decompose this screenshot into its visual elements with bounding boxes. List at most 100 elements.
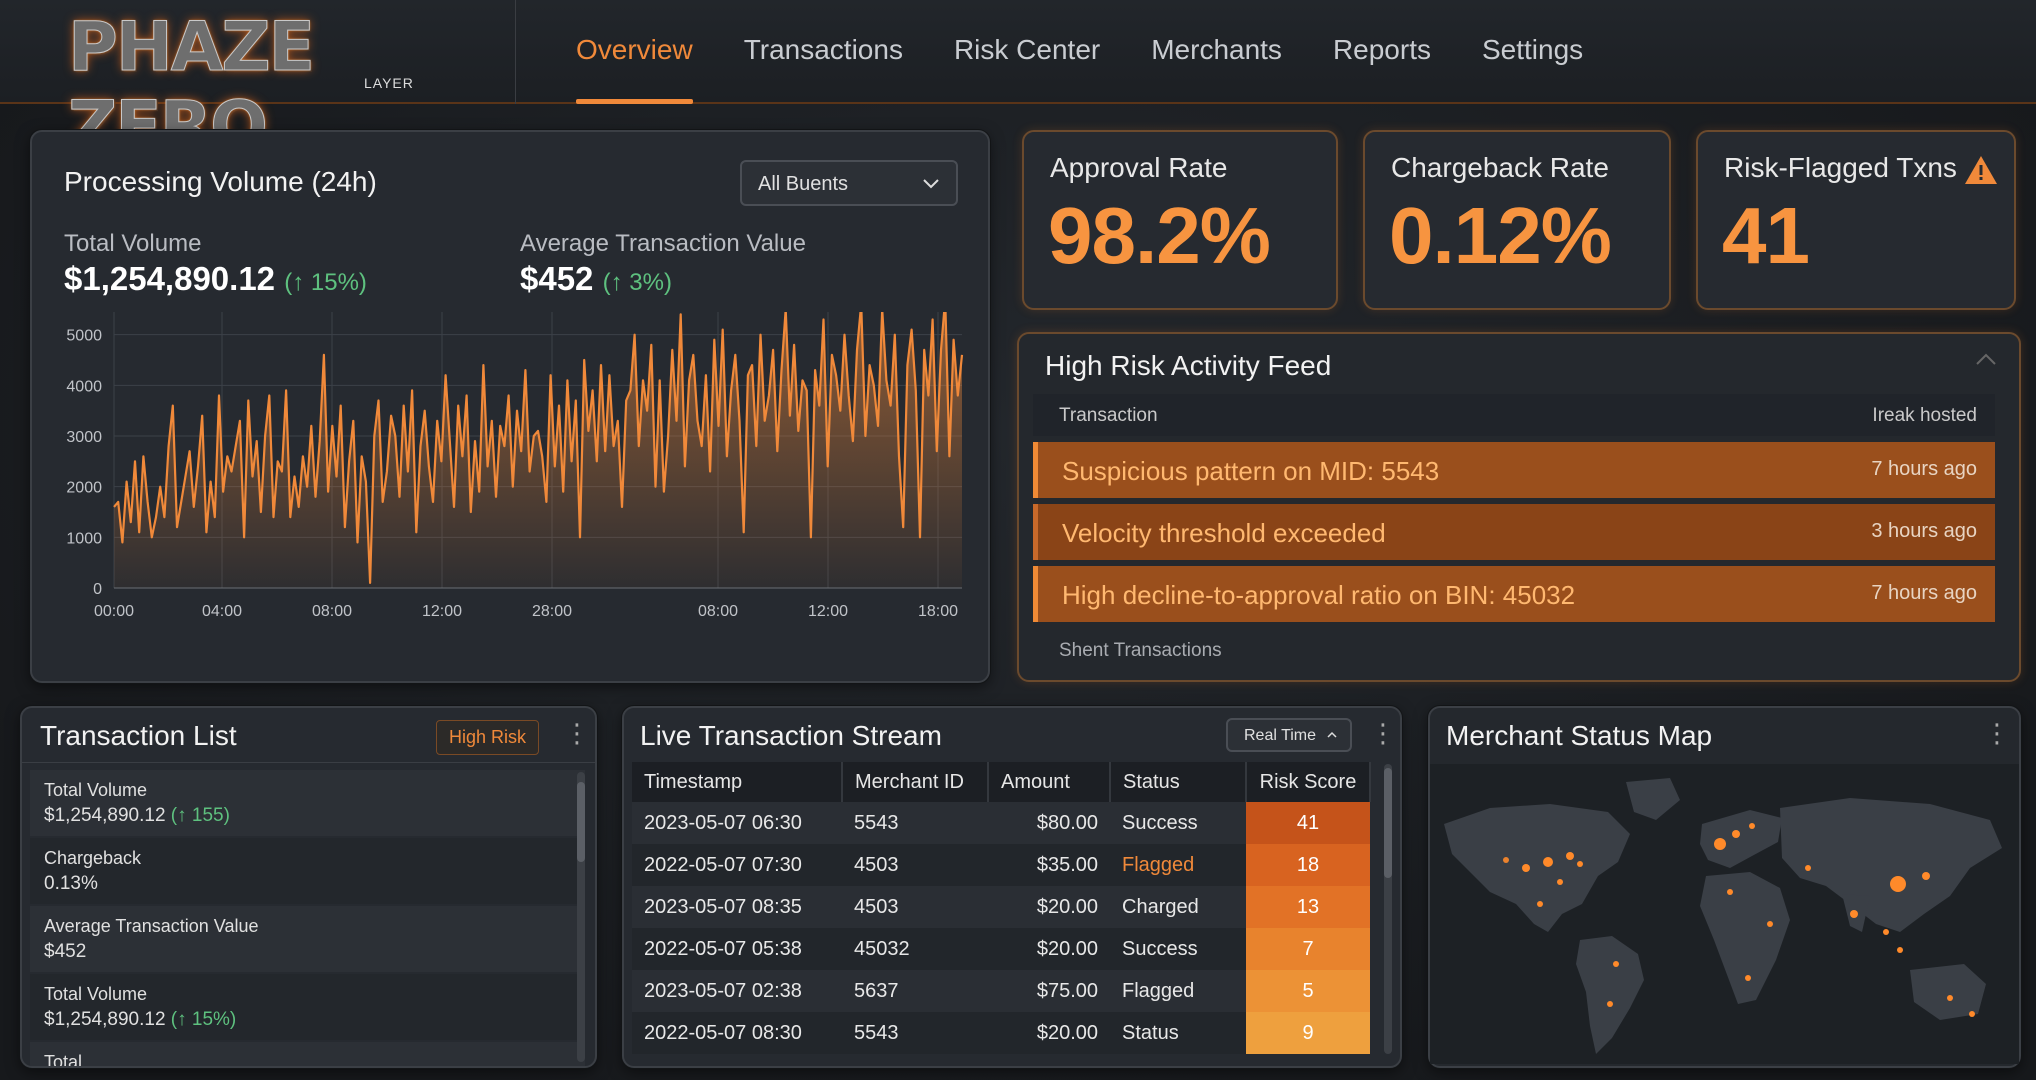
logo[interactable]: PHAZE ZERO — [68, 8, 316, 167]
col-status[interactable]: Status — [1110, 762, 1247, 802]
list-scrollbar-thumb[interactable] — [577, 782, 585, 862]
more-options-icon[interactable]: ⋮ — [564, 718, 590, 748]
stream-scrollbar[interactable] — [1384, 764, 1392, 1054]
more-options-icon[interactable]: ⋮ — [1370, 718, 1396, 748]
avg-transaction-value: $452 (↑ 3%) — [520, 260, 672, 298]
realtime-dropdown[interactable]: Real Time — [1226, 718, 1352, 752]
world-map[interactable] — [1430, 764, 2019, 1064]
table-row[interactable]: 2023-05-07 08:35 4503 $20.00 Charged 13 — [632, 886, 1370, 928]
total-volume-label: Total Volume — [64, 230, 202, 257]
processing-volume-chart: 010002000300040005000600000:0004:0008:00… — [66, 312, 964, 620]
map-hotspot[interactable] — [1613, 961, 1619, 967]
cell-risk-score: 13 — [1246, 886, 1370, 928]
chevron-up-icon — [1326, 725, 1338, 750]
list-item[interactable]: Total Volume $1,254,890.12 (↑ 155) — [30, 770, 585, 836]
nav-reports[interactable]: Reports — [1332, 34, 1431, 65]
x-tick-label: 12:00 — [808, 603, 848, 620]
list-item-label: Total Volume — [44, 984, 148, 1004]
table-row[interactable]: 2022-05-07 05:38 45032 $20.00 Success 7 — [632, 928, 1370, 970]
map-hotspot[interactable] — [1577, 861, 1583, 867]
filter-dropdown[interactable]: All Buents — [740, 160, 958, 206]
chargeback-rate-card: Chargeback Rate 0.12% — [1363, 130, 1671, 310]
south-america-landmass — [1576, 936, 1644, 1054]
map-hotspot[interactable] — [1732, 830, 1740, 838]
expand-icon[interactable] — [1975, 352, 1997, 371]
risk-flagged-card: Risk-Flagged Txns 41 — [1696, 130, 2016, 310]
map-hotspot[interactable] — [1805, 865, 1811, 871]
feed-item[interactable]: Suspicious pattern on MID: 5543 7 hours … — [1033, 442, 1995, 498]
map-hotspot[interactable] — [1714, 838, 1726, 850]
avg-transaction-amount: $452 — [520, 260, 594, 297]
map-hotspot[interactable] — [1543, 857, 1553, 867]
nav-settings[interactable]: Settings — [1481, 34, 1584, 65]
map-hotspot[interactable] — [1522, 864, 1530, 872]
merchant-hotspots — [1503, 823, 1975, 1017]
map-hotspot[interactable] — [1503, 857, 1509, 863]
total-volume-amount: $1,254,890.12 — [64, 260, 276, 297]
col-merchant-id[interactable]: Merchant ID — [842, 762, 989, 802]
high-risk-feed-panel: High Risk Activity Feed Transaction Irea… — [1017, 332, 2021, 682]
cell-risk-score: 18 — [1246, 844, 1370, 886]
list-item-amount: $1,254,890.12 — [44, 1009, 166, 1030]
col-timestamp[interactable]: Timestamp — [632, 762, 843, 802]
nav-risk-center[interactable]: Risk Center — [953, 34, 1101, 65]
feed-item-time: 7 hours ago — [1871, 458, 1977, 480]
nav-merchants[interactable]: Merchants — [1151, 34, 1282, 65]
volume-line[interactable] — [113, 312, 964, 584]
map-hotspot[interactable] — [1850, 910, 1858, 918]
stream-title: Live Transaction Stream — [640, 720, 942, 751]
col-amount[interactable]: Amount — [988, 762, 1111, 802]
map-hotspot[interactable] — [1607, 1001, 1613, 1007]
table-row[interactable]: 2023-05-07 06:30 5543 $80.00 Success 41 — [632, 802, 1370, 844]
list-item[interactable]: Chargeback 0.13% — [30, 838, 585, 904]
table-row[interactable]: 2022-05-07 07:30 4503 $35.00 Flagged 18 — [632, 844, 1370, 886]
cell-timestamp: 2023-05-07 08:35 — [632, 886, 842, 928]
map-hotspot[interactable] — [1727, 889, 1733, 895]
map-hotspot[interactable] — [1890, 876, 1906, 892]
table-row[interactable]: 2022-05-07 08:30 5543 $20.00 Status 9 — [632, 1012, 1370, 1054]
more-options-icon[interactable]: ⋮ — [1984, 718, 2010, 748]
list-item[interactable]: Total — [30, 1042, 585, 1066]
x-tick-label: 18:00 — [918, 603, 958, 620]
map-hotspot[interactable] — [1566, 852, 1574, 860]
list-item[interactable]: Total Volume $1,254,890.12 (↑ 15%) — [30, 974, 585, 1040]
cell-amount: $80.00 — [988, 802, 1110, 844]
map-hotspot[interactable] — [1969, 1011, 1975, 1017]
map-hotspot[interactable] — [1947, 995, 1953, 1001]
feed-item-time: 7 hours ago — [1871, 582, 1977, 604]
list-item[interactable]: Average Transaction Value $452 — [30, 906, 585, 972]
cell-amount: $35.00 — [988, 844, 1110, 886]
approval-rate-value: 98.2% — [1048, 191, 1271, 280]
y-tick-label: 0 — [93, 581, 102, 598]
cell-amount: $20.00 — [988, 1012, 1110, 1054]
feed-footer[interactable]: Shent Transactions — [1059, 640, 1222, 661]
nav-transactions[interactable]: Transactions — [743, 34, 903, 65]
realtime-dropdown-value: Real Time — [1244, 727, 1317, 744]
high-risk-badge[interactable]: High Risk — [436, 720, 540, 755]
map-hotspot[interactable] — [1922, 872, 1930, 880]
list-scrollbar[interactable] — [577, 772, 585, 1062]
cell-amount: $75.00 — [988, 970, 1110, 1012]
map-hotspot[interactable] — [1883, 929, 1889, 935]
map-hotspot[interactable] — [1537, 901, 1543, 907]
stream-table: Timestamp Merchant ID Amount Status Risk… — [632, 762, 1371, 1054]
cell-risk-score: 7 — [1246, 928, 1370, 970]
main-nav: Overview Transactions Risk Center Mercha… — [576, 0, 1634, 104]
feed-item[interactable]: Velocity threshold exceeded 3 hours ago — [1033, 504, 1995, 560]
list-item-change: (↑ 155) — [170, 805, 230, 826]
col-risk-score[interactable]: Risk Score — [1246, 762, 1371, 802]
volume-area — [114, 312, 962, 588]
map-hotspot[interactable] — [1767, 921, 1773, 927]
map-hotspot[interactable] — [1897, 947, 1903, 953]
list-item-label: Total Volume — [44, 780, 148, 800]
cell-merchant-id: 5543 — [842, 802, 988, 844]
map-hotspot[interactable] — [1749, 823, 1755, 829]
map-hotspot[interactable] — [1557, 879, 1563, 885]
asia-landmass — [1780, 798, 2002, 932]
feed-item[interactable]: High decline-to-approval ratio on BIN: 4… — [1033, 566, 1995, 622]
map-hotspot[interactable] — [1745, 975, 1751, 981]
feed-item-text: High decline-to-approval ratio on BIN: 4… — [1062, 580, 1576, 610]
nav-overview[interactable]: Overview — [576, 0, 693, 104]
table-row[interactable]: 2023-05-07 02:38 5637 $75.00 Flagged 5 — [632, 970, 1370, 1012]
stream-scrollbar-thumb[interactable] — [1384, 768, 1392, 878]
